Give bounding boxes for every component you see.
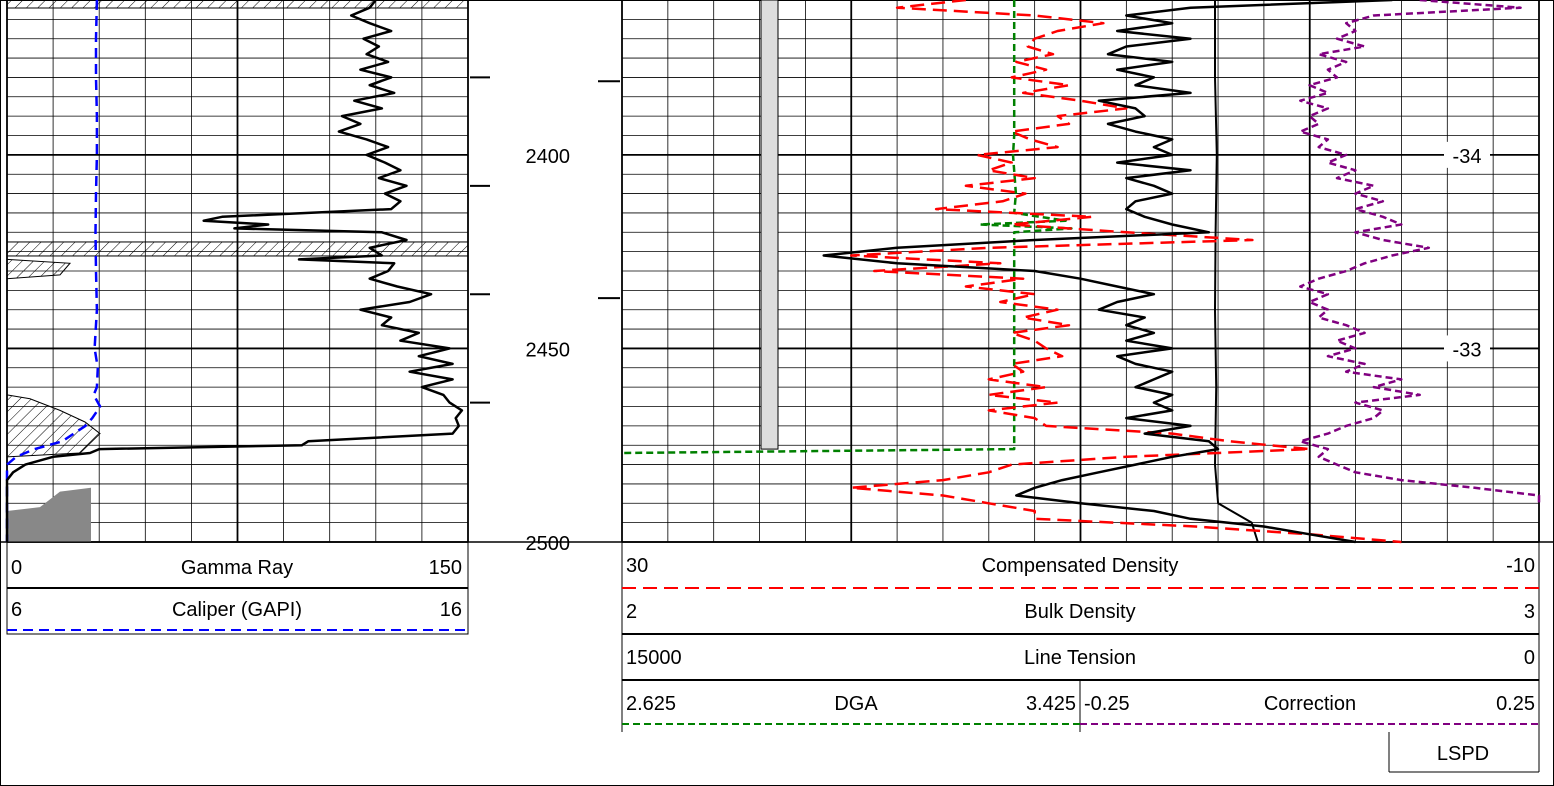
comp-density-label: Compensated Density (982, 555, 1179, 577)
gamma-ray-min: 0 (11, 557, 22, 579)
dotted-band (760, 0, 779, 450)
hatched-region (6, 394, 101, 458)
line-tension-label: Line Tension (1024, 647, 1136, 669)
hatched-band (6, 241, 469, 257)
lspd-label: LSPD (1437, 743, 1489, 765)
comp-density-max: -10 (1506, 555, 1535, 577)
dga-curve (621, 0, 1073, 455)
line-tension-max: 0 (1524, 647, 1535, 669)
compensated-density-curve (850, 0, 1402, 544)
correction-curve (1299, 0, 1541, 504)
bulk-density-min: 2 (626, 601, 637, 623)
gamma-ray-max: 150 (429, 557, 462, 579)
dga-label: DGA (834, 693, 878, 715)
track2-grid (621, 0, 1540, 543)
annotation-label: -34 (1453, 146, 1482, 168)
caliper-min: 6 (11, 599, 22, 621)
hatched-band (6, 0, 469, 9)
comp-density-min: 30 (626, 555, 648, 577)
bulk-density-label: Bulk Density (1024, 601, 1135, 623)
depth-label: 2500 (526, 533, 571, 555)
annotation-label: -33 (1453, 339, 1482, 361)
track2-header: 30 Compensated Density -10 2 Bulk Densit… (621, 542, 1540, 773)
hatched-shading (6, 0, 779, 542)
annotation-bg (1444, 335, 1490, 362)
correction-label: Correction (1264, 693, 1356, 715)
bulk-density-curve (822, 0, 1393, 544)
line-tension-min: 15000 (626, 647, 682, 669)
hatched-region (6, 258, 72, 280)
caliper-max: 16 (440, 599, 462, 621)
correction-min: -0.25 (1084, 693, 1130, 715)
bulk-density-max: 3 (1524, 601, 1535, 623)
depth-label: 2400 (526, 146, 571, 168)
dga-min: 2.625 (626, 693, 676, 715)
dga-max: 3.425 (1026, 693, 1076, 715)
depth-track: 2400 2450 2500 (470, 76, 620, 555)
depth-label: 2450 (526, 339, 571, 361)
caliper-label: Caliper (GAPI) (172, 599, 302, 621)
annotations: -34 -33 (1444, 141, 1490, 362)
gamma-ray-label: Gamma Ray (181, 557, 293, 579)
line-tension-curve (1214, 0, 1259, 543)
log-curves (5, 0, 1541, 544)
annotation-bg (1444, 141, 1490, 168)
filled-region (7, 487, 91, 542)
caliper-curve (5, 0, 102, 542)
gamma-ray-curve (5, 0, 464, 542)
correction-max: 0.25 (1496, 693, 1535, 715)
track1-header: 0 Gamma Ray 150 6 Caliper (GAPI) 16 (6, 541, 469, 635)
